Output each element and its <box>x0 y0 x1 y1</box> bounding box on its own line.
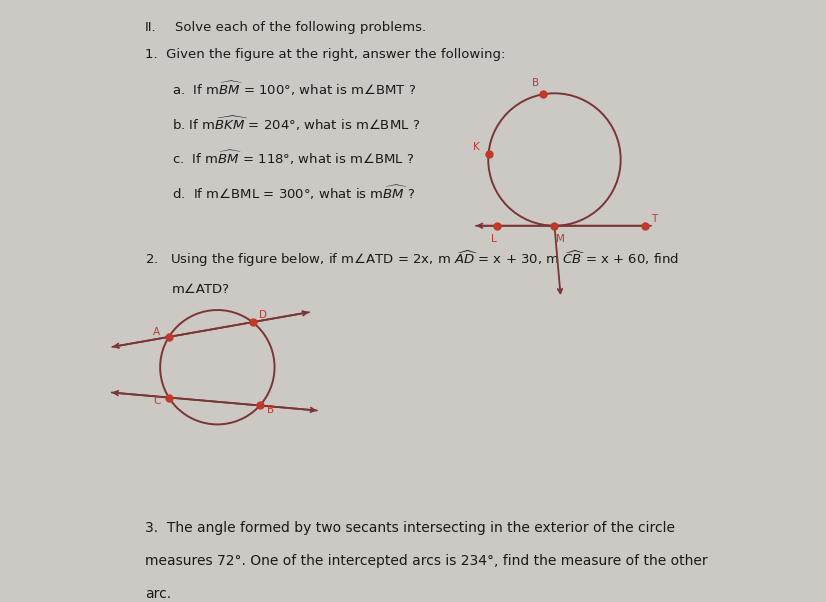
Text: c.  If m$\widehat{BM}$ = 118°, what is m∠BML ?: c. If m$\widehat{BM}$ = 118°, what is m∠… <box>172 149 415 167</box>
Text: M: M <box>556 234 565 244</box>
Text: measures 72°. One of the intercepted arcs is 234°, find the measure of the other: measures 72°. One of the intercepted arc… <box>145 554 708 568</box>
Text: m∠ATD?: m∠ATD? <box>172 283 230 296</box>
Text: 2.   Using the figure below, if m∠ATD = 2x, m $\widehat{AD}$ = x + 30, m $\wideh: 2. Using the figure below, if m∠ATD = 2x… <box>145 248 679 268</box>
Text: II.: II. <box>145 21 157 34</box>
Text: Solve each of the following problems.: Solve each of the following problems. <box>175 21 426 34</box>
Text: a.  If m$\widehat{BM}$ = 100°, what is m∠BMT ?: a. If m$\widehat{BM}$ = 100°, what is m∠… <box>172 79 416 98</box>
Text: D: D <box>259 310 267 320</box>
Text: L: L <box>491 234 497 244</box>
Text: arc.: arc. <box>145 587 171 601</box>
Text: 1.  Given the figure at the right, answer the following:: 1. Given the figure at the right, answer… <box>145 48 506 61</box>
Text: b. If m$\widehat{BKM}$ = 204°, what is m∠BML ?: b. If m$\widehat{BKM}$ = 204°, what is m… <box>172 114 420 133</box>
Text: d.  If m∠BML = 300°, what is m$\widehat{BM}$ ?: d. If m∠BML = 300°, what is m$\widehat{B… <box>172 184 415 202</box>
Text: A: A <box>154 327 160 337</box>
Text: B: B <box>267 405 274 415</box>
Text: K: K <box>473 141 480 152</box>
Text: 3.  The angle formed by two secants intersecting in the exterior of the circle: 3. The angle formed by two secants inter… <box>145 521 675 535</box>
Text: C: C <box>153 396 160 406</box>
Text: T: T <box>651 214 657 223</box>
Text: B: B <box>532 78 539 88</box>
